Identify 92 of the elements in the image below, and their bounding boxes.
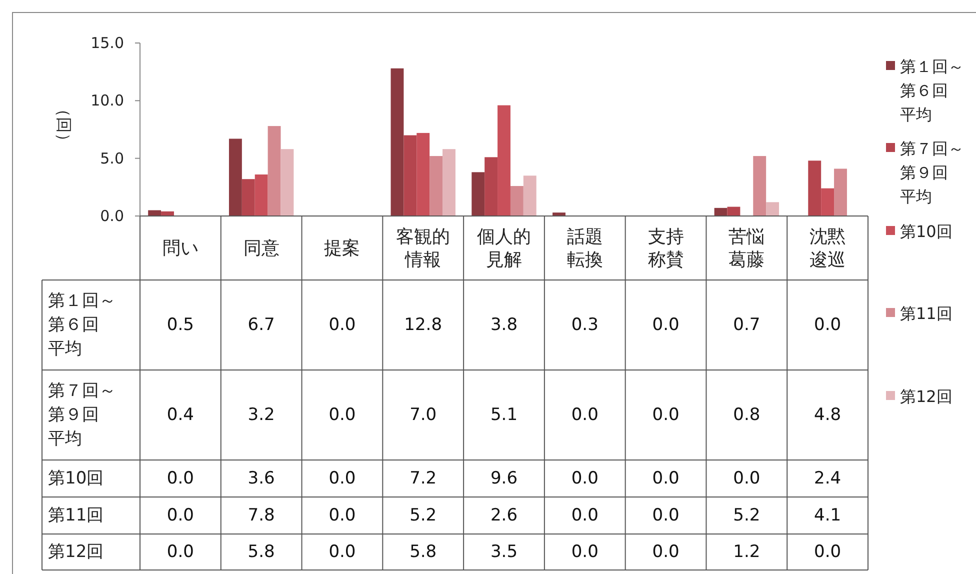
text: 2.4 (814, 468, 842, 488)
bar (821, 188, 834, 216)
x-tick-label: 支持称賛 (648, 226, 684, 270)
text: 5.8 (410, 542, 437, 562)
text: 5.1 (490, 405, 518, 425)
y-tick-label: 5.0 (100, 149, 124, 168)
text: 0.0 (652, 506, 680, 526)
text: 0.5 (166, 315, 194, 335)
bar (430, 156, 443, 216)
bar (442, 149, 456, 216)
text: 0.7 (733, 315, 760, 335)
text: 0.0 (166, 542, 194, 562)
text: 1.2 (733, 542, 760, 562)
bar (484, 157, 498, 216)
text: 5.8 (248, 542, 275, 562)
bar (510, 186, 524, 216)
text: 7.2 (410, 468, 437, 488)
bar (753, 156, 766, 216)
x-tick-label: 沈黙逡巡 (810, 226, 846, 270)
bar (416, 132, 430, 216)
text: 0.4 (166, 405, 194, 425)
text: 第７回～第９回平均 (48, 381, 116, 449)
bar (228, 138, 242, 216)
text: 0.0 (328, 315, 356, 335)
text: 0.0 (166, 468, 194, 488)
text: 0.3 (571, 315, 598, 335)
text: 0.0 (328, 506, 356, 526)
text: 3.5 (490, 542, 518, 562)
text: 2.6 (490, 506, 518, 526)
legend-label: 第１回～ 第６回 平均 (900, 56, 964, 124)
bar (242, 179, 255, 216)
x-tick-label: 個人的見解 (477, 226, 531, 270)
text: 0.0 (571, 506, 598, 526)
bar (390, 68, 404, 216)
bar (808, 160, 822, 216)
text: 0.0 (652, 315, 680, 335)
bar (148, 210, 162, 216)
bar (714, 208, 728, 216)
y-tick-label: 0.0 (100, 207, 124, 225)
text: 0.0 (328, 542, 356, 562)
text: 第12回 (48, 542, 104, 562)
text: 0.0 (814, 542, 842, 562)
text: 4.8 (814, 405, 842, 425)
x-tick-label: 提案 (324, 238, 360, 258)
text: 4.1 (814, 506, 842, 526)
text: 12.8 (404, 315, 442, 335)
text: 0.0 (733, 468, 760, 488)
text: 0.0 (571, 405, 598, 425)
legend-label: 第11回 (900, 304, 952, 322)
bar (280, 149, 294, 216)
text: 第１回～第６回平均 (48, 291, 116, 359)
text: 0.8 (733, 405, 760, 425)
text: 0.0 (652, 542, 680, 562)
bar (254, 174, 268, 216)
text: 第10回 (48, 468, 104, 488)
text: 7.8 (248, 506, 275, 526)
text: 3.8 (490, 315, 518, 335)
text: 5.2 (410, 506, 437, 526)
bar (766, 202, 780, 216)
text: 0.0 (328, 468, 356, 488)
text: 0.0 (328, 405, 356, 425)
bar (404, 135, 417, 216)
bar (472, 172, 485, 216)
bar (523, 176, 536, 216)
y-axis-title: （回） (54, 101, 74, 149)
text: 6.7 (248, 315, 275, 335)
text: 7.0 (410, 405, 437, 425)
text: 0.0 (652, 468, 680, 488)
legend-label: 第12回 (900, 386, 952, 406)
legend-label: 第７回～ 第９回 平均 (900, 138, 964, 206)
text: 0.0 (814, 315, 842, 335)
y-tick-label: 10.0 (90, 92, 124, 110)
text: 3.2 (248, 405, 275, 425)
bar (498, 105, 510, 216)
text: 3.6 (248, 468, 275, 488)
text: 9.6 (490, 468, 518, 488)
x-tick-label: 客観的情報 (396, 226, 450, 270)
text: 0.0 (571, 542, 598, 562)
legend-label: 第10回 (900, 222, 952, 240)
bar (834, 168, 847, 216)
x-tick-label: 同意 (243, 238, 280, 258)
x-tick-label: 苦悩葛藤 (728, 226, 765, 270)
text: 0.0 (166, 506, 194, 526)
y-tick-label: 15.0 (90, 34, 124, 52)
text: 第11回 (48, 506, 104, 526)
text: 0.0 (571, 468, 598, 488)
text: 5.2 (733, 506, 760, 526)
legend: 第１回～ 第６回 平均 第７回～ 第９回 平均 第10回 第11回 第12回 (886, 56, 964, 406)
bar (268, 126, 281, 216)
x-tick-label: 話題転換 (566, 226, 603, 270)
x-tick-label: 問い (162, 238, 198, 258)
text: 0.0 (652, 405, 680, 425)
